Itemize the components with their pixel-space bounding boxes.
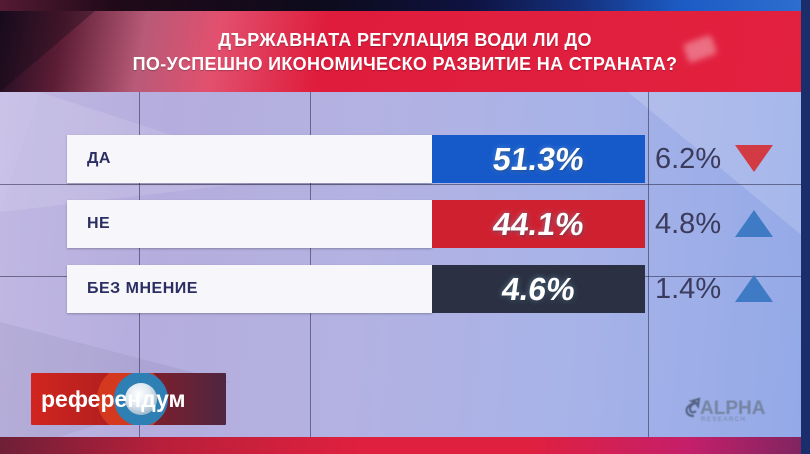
svg-text:RESEARCH: RESEARCH <box>701 417 746 423</box>
svg-text:ALPHA: ALPHA <box>700 398 766 419</box>
